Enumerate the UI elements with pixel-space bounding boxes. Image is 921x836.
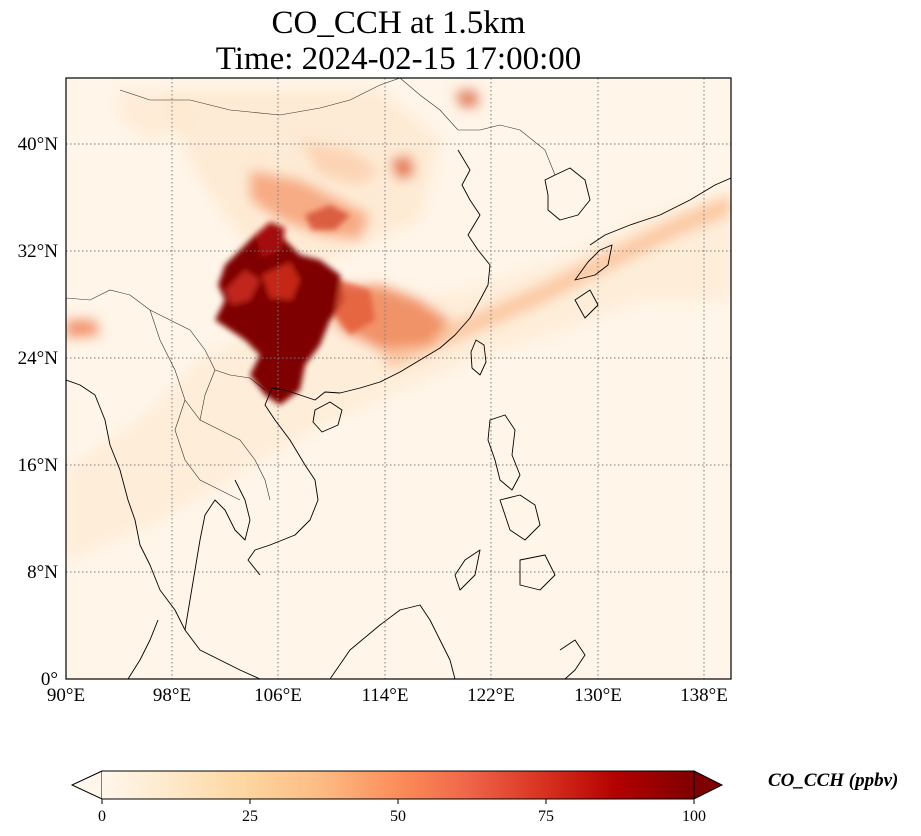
y-tick-label: 16°N (18, 455, 59, 476)
y-tick-label: 24°N (18, 348, 59, 369)
coastlines (66, 149, 731, 679)
colorbar-tick-label: 100 (682, 808, 706, 825)
y-tick-label: 40°N (18, 134, 59, 155)
x-tick-label: 130°E (574, 685, 622, 706)
colorbar-tick-label: 75 (538, 808, 554, 825)
country-borders (66, 78, 556, 501)
x-tick-label: 122°E (467, 685, 515, 706)
map-gridlines (66, 78, 731, 679)
colorbar-tick-label: 0 (98, 808, 106, 825)
map-title: CO_CCH at 1.5km (271, 5, 526, 41)
colorbar-gradient (102, 771, 694, 799)
co-concentration-field (66, 90, 731, 560)
x-tick-label: 138°E (680, 685, 728, 706)
y-tick-label: 32°N (18, 241, 59, 262)
y-axis-tick-labels: 0° 8°N 16°N 24°N 32°N 40°N (18, 134, 59, 690)
x-tick-label: 106°E (254, 685, 302, 706)
x-tick-label: 98°E (153, 685, 191, 706)
colorbar-label: CO_CCH (ppbv) (768, 770, 899, 791)
y-tick-label: 8°N (27, 562, 58, 583)
x-tick-label: 90°E (47, 685, 85, 706)
colorbar-extend-low (70, 770, 103, 800)
colorbar: 0 25 50 75 100 (70, 770, 724, 825)
colorbar-tick-label: 50 (390, 808, 406, 825)
x-axis-tick-labels: 90°E 98°E 106°E 114°E 122°E 130°E 138°E (47, 685, 728, 706)
colorbar-extend-high (693, 770, 724, 800)
colorbar-tick-label: 25 (242, 808, 258, 825)
y-tick-label: 0° (41, 669, 58, 690)
map-subtitle-time: Time: 2024-02-15 17:00:00 (215, 41, 582, 77)
map-frame (65, 77, 732, 680)
x-tick-label: 114°E (362, 685, 409, 706)
